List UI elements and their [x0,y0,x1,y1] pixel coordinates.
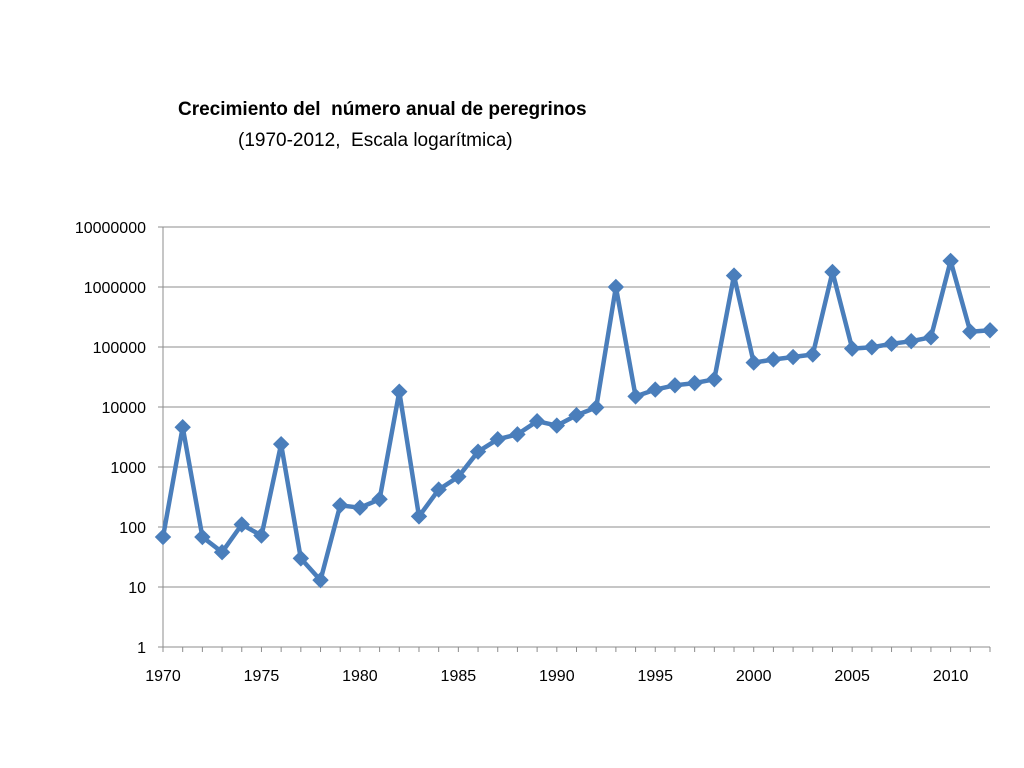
y-tick-label: 1000 [110,460,146,477]
x-tick-label: 2010 [933,668,969,685]
data-point-marker [863,339,881,356]
y-tick-label: 10000 [102,400,147,417]
data-point-marker [942,252,959,270]
data-point-marker [469,443,487,460]
data-point-marker [725,267,743,284]
data-point-marker [312,571,329,589]
x-tick-label: 1995 [637,668,673,685]
data-point-marker [962,323,979,340]
data-point-marker [253,527,270,544]
x-tick-label: 1990 [539,668,575,685]
data-point-marker [292,550,310,567]
data-point-marker [784,348,802,366]
data-point-marker [213,544,231,561]
chart-title: Crecimiento del número anual de peregrin… [178,99,587,120]
x-tick-label: 1980 [342,668,378,685]
data-point-marker [154,528,172,546]
data-point-marker [391,383,408,400]
data-point-marker [607,278,625,296]
y-tick-label: 100 [119,520,146,537]
x-tick-label: 2000 [736,668,772,685]
x-tick-label: 2005 [834,668,870,685]
data-point-marker [233,516,250,533]
axes [158,226,991,652]
series-markers [154,252,999,589]
x-tick-labels: 1970 1975 1980 1985 1990 1995 2000 2005 2010 [145,668,968,685]
data-point-marker [587,399,605,416]
x-tick-label: 1970 [145,668,181,685]
y-tick-label: 10000000 [75,220,146,237]
data-point-marker [981,322,999,339]
data-point-marker [922,329,940,346]
chart-subtitle: (1970-2012, Escala logarítmica) [238,130,513,151]
gridlines [163,226,990,648]
data-point-marker [647,381,664,398]
x-tick-label: 1985 [441,668,477,685]
data-point-marker [627,388,644,405]
y-tick-label: 1 [137,640,146,657]
data-point-marker [745,354,762,371]
data-point-marker [843,340,861,357]
y-tick-label: 1000000 [84,280,146,297]
data-point-marker [706,371,723,388]
data-point-marker [883,335,900,353]
data-point-marker [666,377,684,394]
y-tick-labels: 1 10 100 1000 10000 100000 1000000 10000000 [75,220,146,657]
data-point-marker [509,426,526,443]
data-point-marker [765,351,782,368]
data-point-marker [489,431,506,448]
data-point-marker [804,346,821,363]
data-point-marker [351,499,369,516]
data-point-marker [568,406,585,424]
data-point-marker [332,497,349,514]
data-point-marker [430,481,447,498]
data-point-marker [528,412,546,430]
data-point-marker [824,263,841,281]
data-point-marker [548,417,566,434]
data-point-marker [686,374,703,392]
data-point-marker [371,491,388,508]
y-tick-label: 10 [128,580,146,597]
data-point-marker [194,528,211,546]
y-tick-label: 100000 [93,340,146,357]
data-point-marker [174,419,191,436]
data-point-marker [903,332,920,350]
data-point-marker [450,468,467,485]
x-tick-label: 1975 [244,668,280,685]
data-point-marker [272,435,290,453]
data-point-marker [410,508,428,525]
